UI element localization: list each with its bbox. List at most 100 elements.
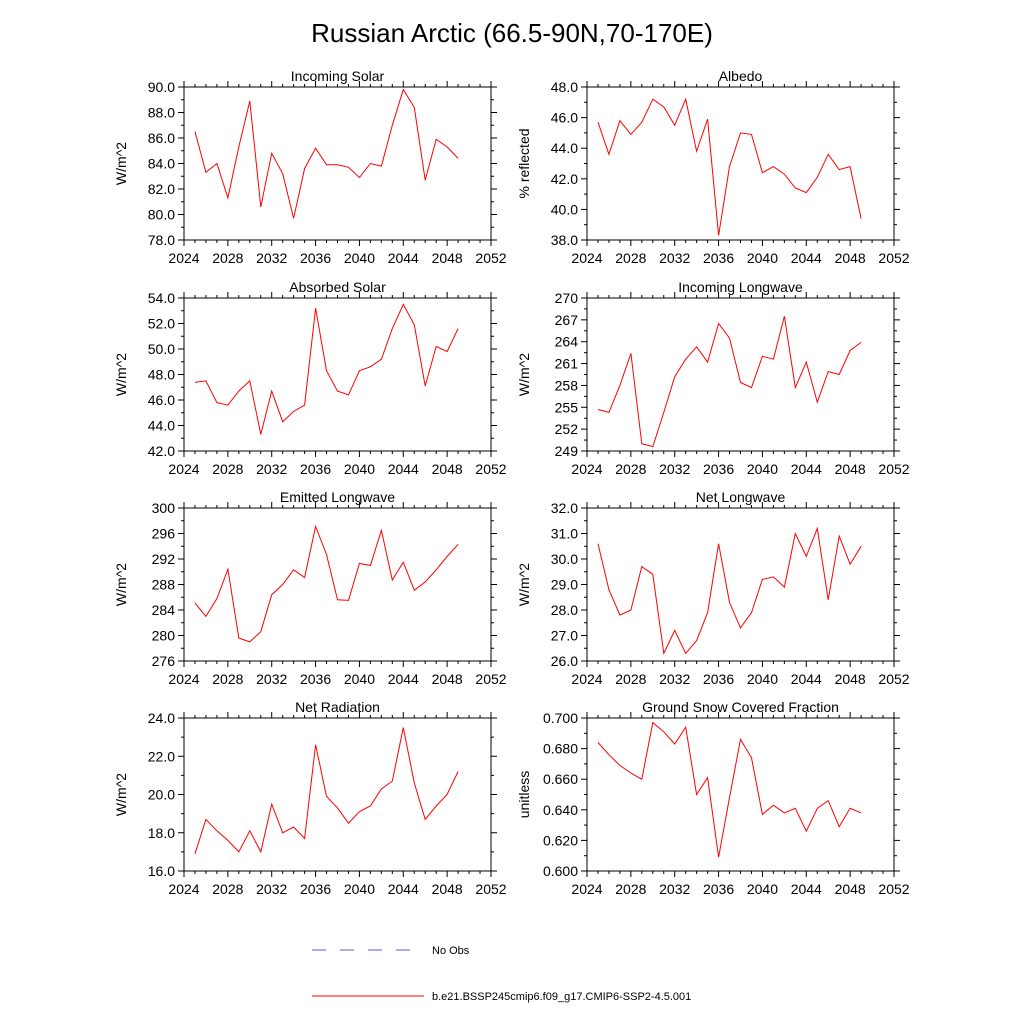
series-line [194, 88, 459, 219]
y-tick-label: 48.0 [551, 79, 578, 95]
x-tick-label: 2024 [168, 250, 199, 266]
panel-title: Ground Snow Covered Fraction [642, 699, 839, 715]
panel-net-longwave: Net Longwave W/m^2 2024 2028 2032 2036 2040 204… [516, 489, 910, 687]
x-tick-label: 2036 [703, 881, 734, 897]
panel-absorbed-solar: Absorbed Solar W/m^2 2024 2028 2032 2036 2040 2… [113, 279, 507, 477]
y-tick-label: 296 [152, 526, 176, 542]
y-tick-label: 20.0 [148, 787, 175, 803]
x-tick-label: 2032 [659, 881, 690, 897]
y-tick-label: 26.0 [551, 653, 578, 669]
y-tick-label: 24.0 [148, 710, 175, 726]
x-tick-label: 2044 [388, 250, 419, 266]
legend: No Obs b.e21.BSSP245cmip6.f09_g17.CMIP6-… [312, 945, 691, 1003]
x-tick-label: 2044 [791, 461, 822, 477]
x-tick-label: 2036 [703, 250, 734, 266]
x-tick-label: 2044 [791, 250, 822, 266]
x-tick-label: 2024 [571, 461, 602, 477]
series-line [597, 526, 862, 656]
y-tick-label: 288 [152, 577, 176, 593]
y-tick-label: 300 [152, 500, 176, 516]
x-tick-label: 2028 [212, 671, 243, 687]
y-tick-label: 252 [555, 421, 579, 437]
x-tick-label: 2032 [256, 881, 287, 897]
x-tick-label: 2048 [835, 461, 866, 477]
y-tick-label: 0.700 [543, 710, 578, 726]
y-axis-label: W/m^2 [113, 773, 129, 816]
y-axis-label: W/m^2 [516, 353, 532, 396]
y-tick-label: 0.620 [543, 832, 578, 848]
y-tick-label: 90.0 [148, 79, 175, 95]
x-tick-label: 2028 [212, 250, 243, 266]
series-line [597, 721, 862, 858]
x-tick-label: 2040 [747, 671, 778, 687]
plot-frame [586, 507, 895, 662]
x-tick-label: 2040 [747, 250, 778, 266]
y-tick-label: 18.0 [148, 825, 175, 841]
x-tick-label: 2028 [212, 461, 243, 477]
plot-frame [183, 86, 492, 241]
y-axis-label: W/m^2 [113, 563, 129, 606]
x-tick-label: 2032 [659, 671, 690, 687]
x-tick-label: 2040 [747, 881, 778, 897]
panel-title: Albedo [719, 68, 763, 84]
y-tick-label: 249 [555, 443, 579, 459]
x-tick-label: 2048 [835, 250, 866, 266]
panel-emitted-longwave: Emitted Longwave W/m^2 2024 2028 2032 2036 204… [113, 489, 507, 687]
y-tick-label: 48.0 [148, 367, 175, 383]
y-tick-label: 38.0 [551, 232, 578, 248]
y-tick-label: 16.0 [148, 863, 175, 879]
x-tick-label: 2032 [659, 250, 690, 266]
series-line [194, 303, 459, 435]
y-tick-label: 54.0 [148, 290, 175, 306]
panel-title: Incoming Longwave [678, 279, 803, 295]
x-tick-label: 2044 [388, 461, 419, 477]
y-tick-label: 44.0 [551, 140, 578, 156]
y-tick-label: 280 [152, 628, 176, 644]
y-tick-label: 78.0 [148, 232, 175, 248]
y-tick-label: 270 [555, 290, 579, 306]
y-tick-label: 46.0 [148, 392, 175, 408]
panel-net-radiation: Net Radiation W/m^2 2024 2028 2032 2036 2040 20… [113, 699, 507, 897]
panel-title: Absorbed Solar [289, 279, 386, 295]
y-axis-label: unitless [516, 771, 532, 818]
series-line [194, 524, 459, 643]
y-tick-label: 0.600 [543, 863, 578, 879]
x-tick-label: 2036 [703, 461, 734, 477]
x-tick-label: 2036 [300, 461, 331, 477]
x-tick-label: 2024 [571, 671, 602, 687]
x-tick-label: 2048 [835, 671, 866, 687]
y-tick-label: 0.680 [543, 741, 578, 757]
legend-model-label: b.e21.BSSP245cmip6.f09_g17.CMIP6-SSP2-4.… [432, 991, 691, 1003]
y-tick-label: 84.0 [148, 156, 175, 172]
x-tick-label: 2032 [256, 461, 287, 477]
plot-frame [586, 86, 895, 241]
x-tick-label: 2028 [212, 881, 243, 897]
y-tick-label: 276 [152, 653, 176, 669]
panel-title: Net Radiation [295, 699, 380, 715]
x-tick-label: 2044 [388, 881, 419, 897]
plot-frame [183, 717, 492, 872]
y-tick-label: 88.0 [148, 105, 175, 121]
y-tick-label: 86.0 [148, 130, 175, 146]
panel-ground-snow-covered-fraction: Ground Snow Covered Fraction unitless 2024… [516, 699, 910, 897]
y-tick-label: 22.0 [148, 748, 175, 764]
y-tick-label: 267 [555, 312, 579, 328]
y-tick-label: 80.0 [148, 207, 175, 223]
x-tick-label: 2024 [168, 461, 199, 477]
x-tick-label: 2052 [475, 461, 506, 477]
x-tick-label: 2044 [791, 671, 822, 687]
plot-frame [183, 297, 492, 452]
y-tick-label: 261 [555, 356, 579, 372]
panel-title: Incoming Solar [291, 68, 385, 84]
x-tick-label: 2052 [878, 671, 909, 687]
x-tick-label: 2040 [344, 881, 375, 897]
y-tick-label: 40.0 [551, 201, 578, 217]
y-tick-label: 292 [152, 551, 176, 567]
x-tick-label: 2048 [432, 461, 463, 477]
x-tick-label: 2032 [659, 461, 690, 477]
y-tick-label: 32.0 [551, 500, 578, 516]
legend-obs-label: No Obs [432, 945, 470, 957]
x-tick-label: 2052 [475, 671, 506, 687]
x-tick-label: 2032 [256, 250, 287, 266]
